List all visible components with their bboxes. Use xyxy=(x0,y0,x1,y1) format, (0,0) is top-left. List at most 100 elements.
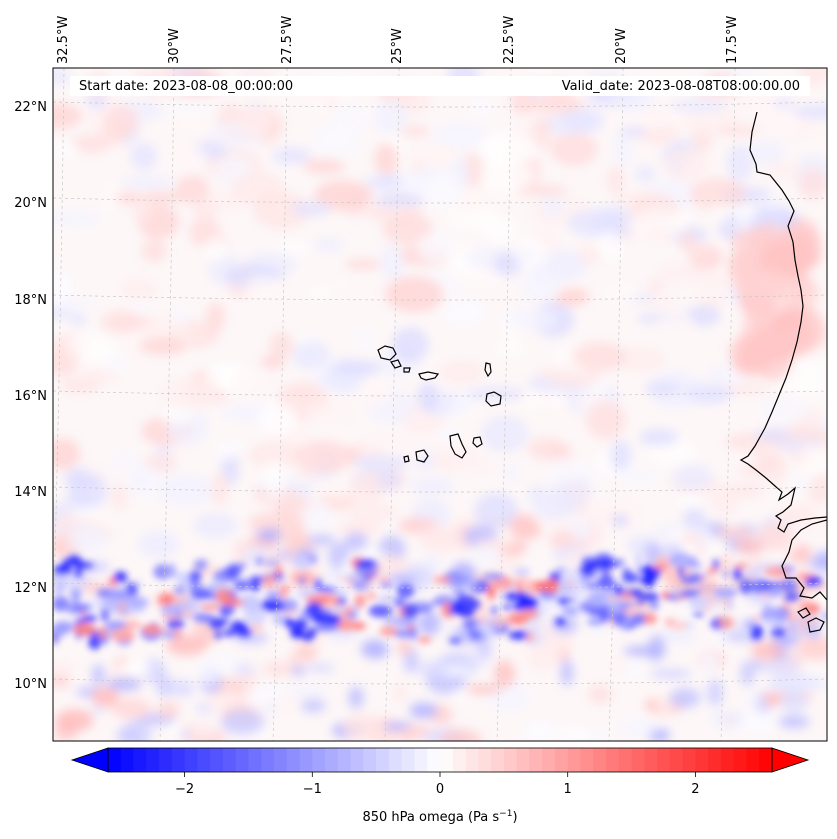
field-blob xyxy=(513,576,530,584)
field-blob xyxy=(354,593,366,609)
field-blob xyxy=(243,276,286,301)
field-blob xyxy=(567,209,617,237)
lon-gridline xyxy=(720,68,736,741)
fogo-island xyxy=(415,449,429,463)
africa-coastline xyxy=(739,111,827,533)
field-blob xyxy=(191,613,213,619)
field-blob xyxy=(200,604,220,611)
field-blob xyxy=(734,562,748,569)
field-blob xyxy=(510,634,529,662)
field-blob xyxy=(605,562,621,568)
field-blob xyxy=(759,241,803,278)
field-blob xyxy=(765,161,803,179)
field-blob xyxy=(624,109,685,129)
field-blob xyxy=(53,269,76,302)
field-blob xyxy=(560,596,567,607)
field-blob xyxy=(234,578,249,585)
lon-gridline xyxy=(496,68,512,741)
colorbar-tick-label: 2 xyxy=(691,782,699,797)
colorbar-cell xyxy=(440,748,454,772)
field-blob xyxy=(166,618,185,630)
field-blob xyxy=(562,606,579,616)
field-blob xyxy=(211,473,230,506)
field-blob xyxy=(663,146,709,181)
colorbar-cell xyxy=(529,748,543,772)
field-blob xyxy=(685,247,710,259)
field-blob xyxy=(451,689,467,700)
field-blob xyxy=(759,399,810,423)
field-blob xyxy=(466,684,503,694)
lon-label-22-5w: 22.5°W xyxy=(502,16,517,64)
field-blob xyxy=(747,324,785,369)
field-blob xyxy=(555,617,566,626)
field-blob xyxy=(305,534,336,546)
field-blob xyxy=(639,567,646,574)
field-blob xyxy=(439,360,485,384)
field-blob xyxy=(393,597,406,607)
colorbar-cell xyxy=(644,748,658,772)
field-blob xyxy=(304,402,352,420)
field-blob xyxy=(623,568,631,575)
lat-label-14n: 14°N xyxy=(14,485,47,500)
field-blob xyxy=(604,280,639,305)
field-blob xyxy=(436,429,460,443)
field-blob xyxy=(623,646,662,656)
lon-label-32-5w: 32.5°W xyxy=(56,16,71,64)
field-blob xyxy=(679,575,704,584)
colorbar-cell xyxy=(746,748,760,772)
field-blob xyxy=(552,615,578,635)
field-blob xyxy=(655,556,671,564)
field-blob xyxy=(403,724,431,739)
field-blob xyxy=(669,552,692,568)
field-blob xyxy=(646,576,654,589)
field-blob xyxy=(439,729,482,741)
field-blob xyxy=(734,711,779,734)
field-blob xyxy=(555,567,566,573)
field-blob xyxy=(188,572,195,581)
sao-vicente-island xyxy=(390,359,402,369)
field-blob xyxy=(441,602,453,618)
field-blob xyxy=(307,627,317,638)
field-blob xyxy=(130,274,148,301)
field-blob xyxy=(514,185,569,196)
field-blob xyxy=(292,340,330,370)
field-blob xyxy=(55,709,94,732)
lat-gridline xyxy=(53,486,827,493)
field-blob xyxy=(173,586,187,594)
field-blob xyxy=(650,668,692,679)
field-blob xyxy=(613,659,628,672)
field-blob xyxy=(171,309,191,324)
field-blob xyxy=(392,327,429,362)
field-blob xyxy=(160,604,183,616)
colorbar-cell xyxy=(120,748,135,772)
field-blob xyxy=(619,347,665,372)
field-blob xyxy=(519,596,535,609)
field-blob xyxy=(628,716,641,734)
field-blob xyxy=(699,651,720,675)
field-blob xyxy=(110,698,152,719)
lon-gridline xyxy=(608,68,624,741)
lon-label-20w: 20°W xyxy=(614,28,629,64)
field-blob xyxy=(606,165,625,196)
field-blob xyxy=(206,302,225,332)
field-blob xyxy=(290,627,304,637)
colorbar-label: 850 hPa omega (Pa s−1) xyxy=(362,809,517,825)
field-blob xyxy=(109,591,132,598)
field-blob xyxy=(726,598,734,611)
lon-label-25w: 25°W xyxy=(390,28,405,64)
field-blob xyxy=(382,213,433,245)
colorbar-cell xyxy=(708,748,722,772)
field-blob xyxy=(429,444,481,468)
field-blob xyxy=(492,626,504,632)
colorbar-cell xyxy=(159,748,173,772)
field-blob xyxy=(237,624,247,632)
field-blob xyxy=(580,573,598,578)
field-blob xyxy=(355,559,375,568)
colorbar-cell xyxy=(261,748,275,772)
field-blob xyxy=(627,209,687,241)
field-blob xyxy=(256,528,283,542)
field-blob xyxy=(344,532,368,552)
lat-label-20n: 20°N xyxy=(14,196,47,211)
field-blob xyxy=(393,629,416,638)
